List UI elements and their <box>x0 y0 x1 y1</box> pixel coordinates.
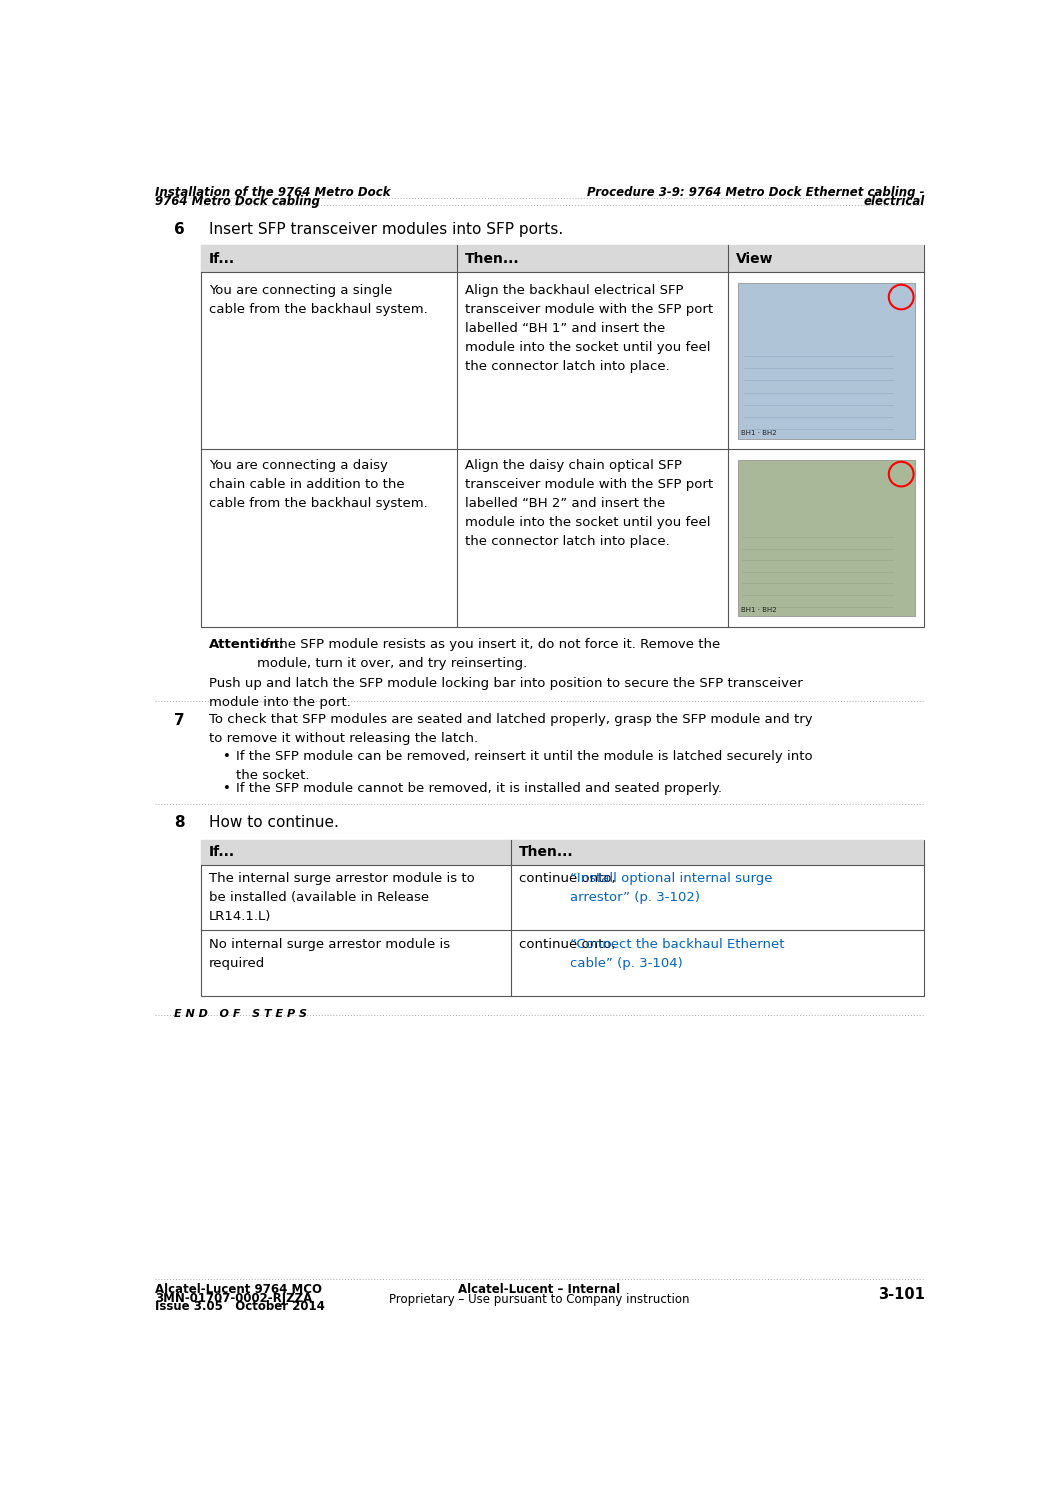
Text: Push up and latch the SFP module locking bar into position to secure the SFP tra: Push up and latch the SFP module locking… <box>210 677 802 709</box>
Text: 6: 6 <box>174 223 185 238</box>
Text: Insert SFP transceiver modules into SFP ports.: Insert SFP transceiver modules into SFP … <box>210 223 563 238</box>
Text: BH1 · BH2: BH1 · BH2 <box>740 430 776 436</box>
Text: “Connect the backhaul Ethernet
cable” (p. 3-104): “Connect the backhaul Ethernet cable” (p… <box>570 938 784 970</box>
Text: “Install optional internal surge
arrestor” (p. 3-102): “Install optional internal surge arresto… <box>570 873 772 904</box>
Text: continue onto,: continue onto, <box>519 873 620 885</box>
Text: View: View <box>736 251 774 266</box>
Text: If the SFP module cannot be removed, it is installed and seated properly.: If the SFP module cannot be removed, it … <box>236 782 722 796</box>
Bar <box>201 840 925 864</box>
Text: You are connecting a single
cable from the backhaul system.: You are connecting a single cable from t… <box>210 284 428 315</box>
Text: Issue 3.05   October 2014: Issue 3.05 October 2014 <box>155 1300 324 1313</box>
Text: electrical: electrical <box>863 195 925 208</box>
Text: Then...: Then... <box>519 845 574 859</box>
Bar <box>201 245 925 626</box>
Text: Alcatel-Lucent 9764 MCO: Alcatel-Lucent 9764 MCO <box>155 1283 322 1297</box>
Text: 8: 8 <box>174 815 185 830</box>
Bar <box>738 461 915 616</box>
Text: •: • <box>223 782 231 796</box>
Text: Attention:: Attention: <box>210 638 285 651</box>
Bar <box>201 840 925 996</box>
Text: If the SFP module resists as you insert it, do not force it. Remove the
module, : If the SFP module resists as you insert … <box>257 638 720 671</box>
Text: 9764 Metro Dock cabling: 9764 Metro Dock cabling <box>155 195 320 208</box>
Text: Procedure 3-9: 9764 Metro Dock Ethernet cabling -: Procedure 3-9: 9764 Metro Dock Ethernet … <box>587 186 925 199</box>
Text: If...: If... <box>210 251 235 266</box>
Text: Align the backhaul electrical SFP
transceiver module with the SFP port
labelled : Align the backhaul electrical SFP transc… <box>464 284 713 373</box>
Bar <box>738 283 915 439</box>
Text: Align the daisy chain optical SFP
transceiver module with the SFP port
labelled : Align the daisy chain optical SFP transc… <box>464 458 713 547</box>
Text: Installation of the 9764 Metro Dock: Installation of the 9764 Metro Dock <box>155 186 391 199</box>
Text: The internal surge arrestor module is to
be installed (available in Release
LR14: The internal surge arrestor module is to… <box>210 873 475 923</box>
Text: Alcatel-Lucent – Internal: Alcatel-Lucent – Internal <box>458 1283 620 1297</box>
Text: If the SFP module can be removed, reinsert it until the module is latched secure: If the SFP module can be removed, reinse… <box>236 749 813 782</box>
Text: Proprietary – Use pursuant to Company instruction: Proprietary – Use pursuant to Company in… <box>389 1294 690 1307</box>
Text: 3MN-01707-0002-RJZZA: 3MN-01707-0002-RJZZA <box>155 1292 312 1306</box>
Text: Then...: Then... <box>464 251 519 266</box>
Text: No internal surge arrestor module is
required: No internal surge arrestor module is req… <box>210 938 451 970</box>
Text: How to continue.: How to continue. <box>210 815 339 830</box>
Text: BH1 · BH2: BH1 · BH2 <box>740 607 776 613</box>
Text: 3-101: 3-101 <box>877 1288 925 1303</box>
Text: You are connecting a daisy
chain cable in addition to the
cable from the backhau: You are connecting a daisy chain cable i… <box>210 458 428 510</box>
Text: •: • <box>223 749 231 763</box>
Text: To check that SFP modules are seated and latched properly, grasp the SFP module : To check that SFP modules are seated and… <box>210 712 813 745</box>
Text: If...: If... <box>210 845 235 859</box>
Text: continue onto,: continue onto, <box>519 938 620 952</box>
Bar <box>201 245 925 272</box>
Text: 7: 7 <box>174 712 185 727</box>
Text: E N D   O F   S T E P S: E N D O F S T E P S <box>174 1010 307 1019</box>
